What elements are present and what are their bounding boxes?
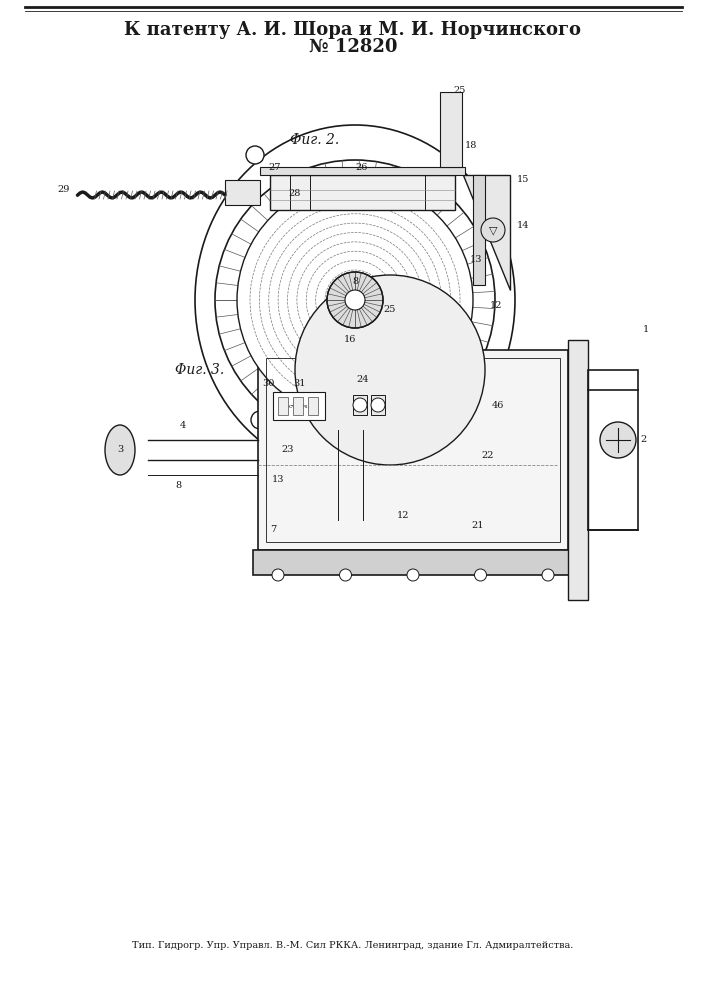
- Text: 21: 21: [472, 520, 484, 530]
- Text: счётч.: счётч.: [288, 403, 310, 408]
- Text: 28: 28: [289, 188, 301, 198]
- Text: ▽: ▽: [489, 225, 497, 235]
- Bar: [225, 180, 260, 205]
- Circle shape: [339, 569, 351, 581]
- Circle shape: [295, 275, 485, 465]
- Text: 12: 12: [490, 300, 503, 310]
- Bar: [273, 392, 325, 420]
- Text: 25: 25: [454, 86, 466, 95]
- Ellipse shape: [105, 425, 135, 475]
- Text: 7: 7: [270, 526, 276, 534]
- Text: Φиг. 2.: Φиг. 2.: [291, 133, 339, 147]
- Circle shape: [246, 146, 264, 164]
- Circle shape: [215, 160, 495, 440]
- Bar: [568, 340, 588, 600]
- Text: 8: 8: [175, 481, 181, 489]
- Bar: [588, 370, 638, 530]
- Ellipse shape: [195, 125, 515, 475]
- Text: 24: 24: [357, 375, 369, 384]
- Circle shape: [446, 421, 464, 439]
- Text: 26: 26: [356, 163, 368, 172]
- Bar: [308, 397, 318, 415]
- Text: Φиг. 3.: Φиг. 3.: [175, 363, 225, 377]
- Bar: [266, 358, 560, 542]
- Text: К патенту А. И. Шора и М. И. Норчинского: К патенту А. И. Шора и М. И. Норчинского: [124, 21, 581, 39]
- Circle shape: [345, 290, 365, 310]
- Bar: [353, 395, 367, 415]
- Text: 22: 22: [481, 450, 494, 460]
- Text: 13: 13: [271, 476, 284, 485]
- Circle shape: [251, 411, 269, 429]
- Text: 30: 30: [262, 379, 274, 388]
- Text: 46: 46: [492, 400, 504, 410]
- Text: 23: 23: [282, 446, 294, 454]
- Text: Тип. Гидрогр. Упр. Управл. В.-М. Сил РККА. Ленинград, здание Гл. Адмиралтейства.: Тип. Гидрогр. Упр. Управл. В.-М. Сил РКК…: [132, 940, 573, 950]
- Text: 15: 15: [517, 176, 530, 184]
- Text: 31: 31: [293, 379, 305, 388]
- Bar: [293, 397, 303, 415]
- Bar: [258, 350, 568, 550]
- Text: 2: 2: [640, 436, 646, 444]
- Circle shape: [327, 272, 383, 328]
- Bar: [371, 395, 385, 415]
- Circle shape: [272, 569, 284, 581]
- Text: 27: 27: [269, 163, 281, 172]
- Text: 29: 29: [58, 186, 70, 194]
- Text: 12: 12: [397, 510, 409, 520]
- Circle shape: [353, 398, 367, 412]
- Circle shape: [237, 182, 473, 418]
- Bar: [270, 175, 455, 210]
- Text: 14: 14: [517, 221, 530, 230]
- Bar: [260, 167, 465, 175]
- Text: 13: 13: [470, 255, 482, 264]
- Circle shape: [474, 569, 486, 581]
- Text: 1: 1: [643, 326, 649, 334]
- Circle shape: [542, 569, 554, 581]
- Bar: [440, 92, 462, 167]
- Circle shape: [407, 569, 419, 581]
- Text: 4: 4: [180, 420, 186, 430]
- Text: 25: 25: [384, 306, 396, 314]
- Text: № 12820: № 12820: [309, 38, 397, 56]
- Text: 18: 18: [465, 140, 477, 149]
- Bar: [473, 175, 485, 285]
- Bar: [253, 550, 573, 575]
- Polygon shape: [463, 175, 510, 290]
- Text: 3: 3: [117, 446, 123, 454]
- Circle shape: [371, 398, 385, 412]
- Circle shape: [600, 422, 636, 458]
- Circle shape: [481, 218, 505, 242]
- Text: 8: 8: [352, 277, 358, 286]
- Bar: [278, 397, 288, 415]
- Text: 16: 16: [344, 336, 356, 344]
